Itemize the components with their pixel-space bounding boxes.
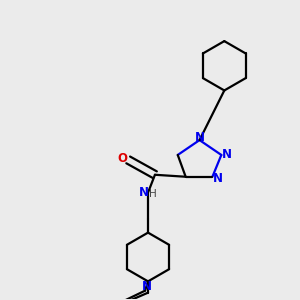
Text: N: N (139, 185, 148, 199)
Text: N: N (222, 148, 232, 161)
Text: N: N (194, 130, 205, 144)
Text: N: N (213, 172, 223, 185)
Text: N: N (142, 280, 152, 292)
Text: H: H (149, 189, 157, 199)
Text: O: O (118, 152, 128, 165)
